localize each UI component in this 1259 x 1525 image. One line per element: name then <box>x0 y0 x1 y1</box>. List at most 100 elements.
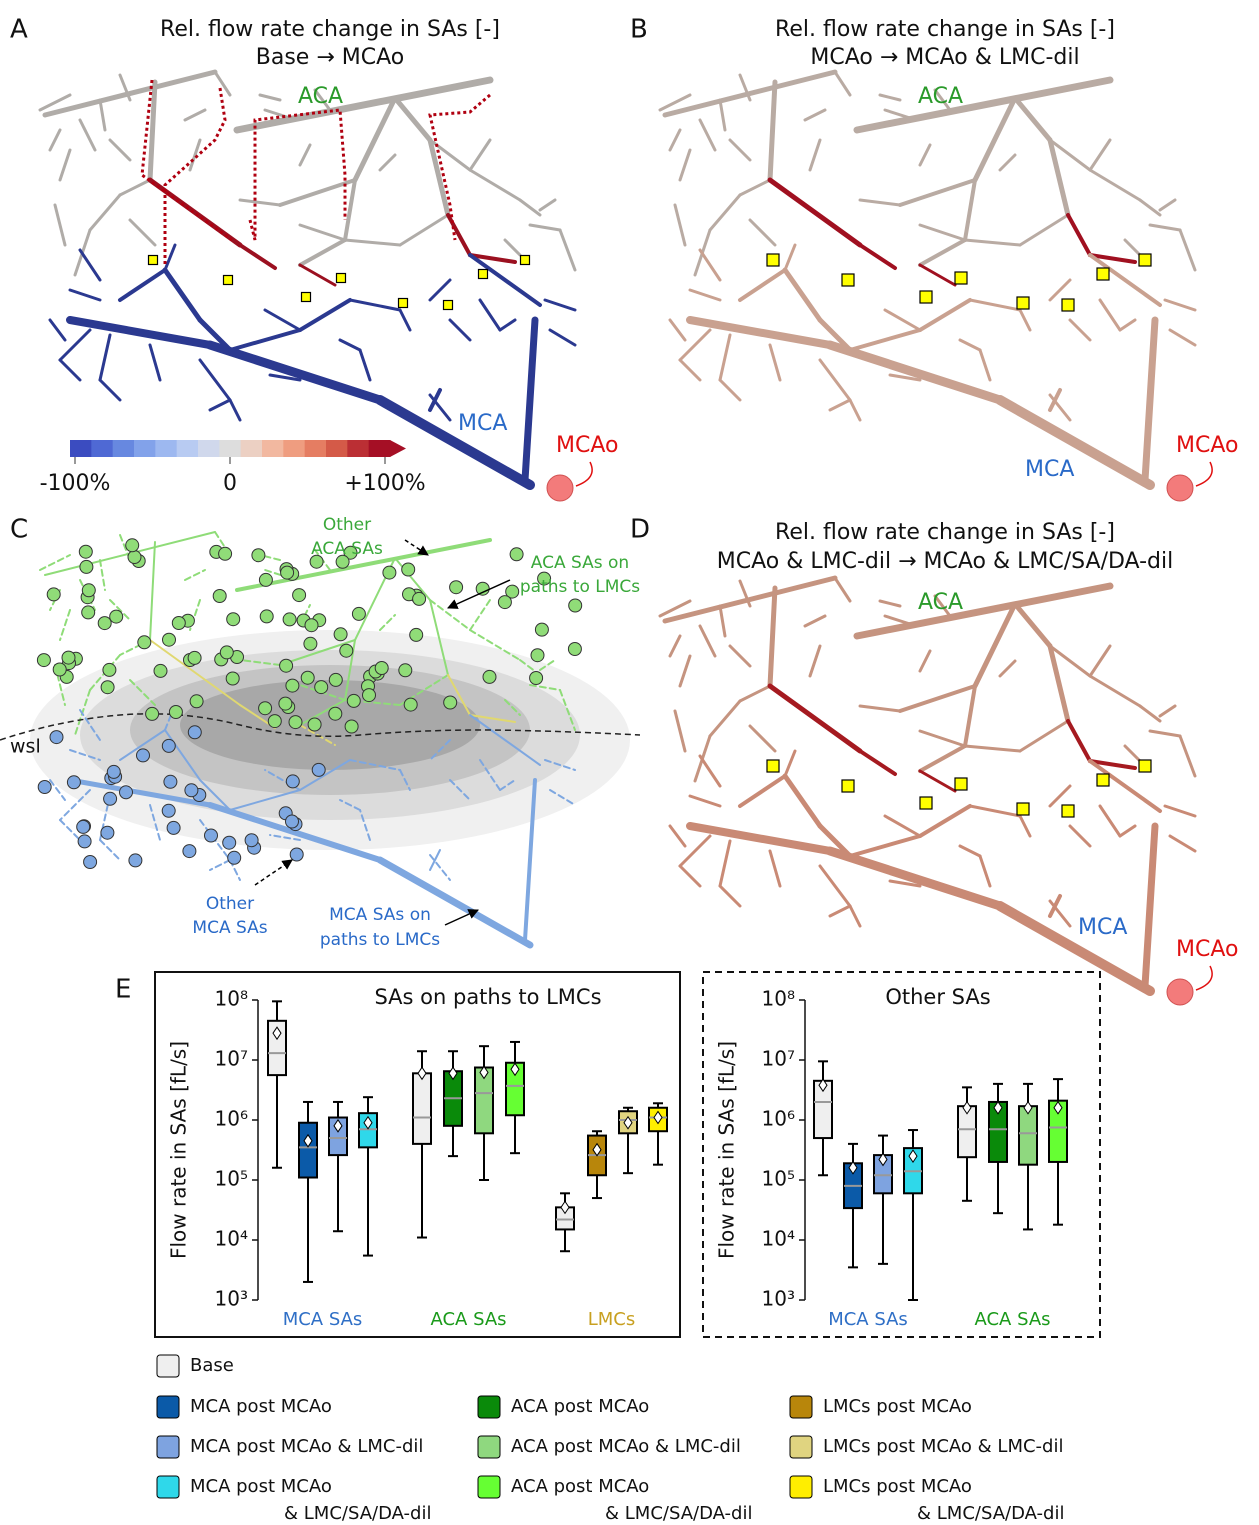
sa-node <box>77 820 90 833</box>
vessel <box>300 145 310 165</box>
vessel <box>830 400 850 410</box>
vessel <box>960 846 980 856</box>
vessel <box>965 746 1020 751</box>
mca-label: MCA <box>458 411 507 436</box>
sa-node <box>304 637 317 650</box>
vessel <box>670 320 685 340</box>
annotation: paths to LMCs <box>320 930 440 950</box>
sa-node <box>37 654 50 667</box>
panel-subtitle: Base → MCAo <box>256 45 404 70</box>
vessel <box>100 840 120 860</box>
vessel <box>240 200 280 205</box>
vessel <box>1180 736 1195 776</box>
vessel <box>920 651 930 671</box>
group-label: MCA SAs <box>828 1309 908 1330</box>
group-label: MCA SAs <box>283 1309 363 1330</box>
colorbar-swatch <box>305 440 327 457</box>
legend-label: & LMC/SA/DA-dil <box>284 1503 431 1521</box>
sa-node <box>126 539 139 552</box>
vessel <box>880 601 900 606</box>
lmc-marker <box>1017 297 1029 309</box>
legend-swatch <box>478 1476 500 1498</box>
group-label: LMCs <box>588 1309 636 1330</box>
sa-node <box>162 804 175 817</box>
vessel <box>860 245 895 268</box>
panel-letter: A <box>10 15 28 45</box>
vessel <box>150 542 155 640</box>
vessel <box>260 95 280 100</box>
colorbar-swatch <box>326 440 348 457</box>
wsl-label: wsl <box>10 736 41 758</box>
sa-node <box>260 610 273 623</box>
sa-node <box>137 749 150 762</box>
sa-node <box>535 623 548 636</box>
vessel <box>770 82 775 180</box>
annotation: ACA SAs <box>311 539 383 559</box>
vessel <box>720 886 740 906</box>
vessel <box>785 751 795 776</box>
vessel <box>345 240 400 245</box>
vessel <box>1000 661 1015 676</box>
vessel <box>100 560 105 590</box>
vessel <box>185 570 205 580</box>
lmc-marker <box>1097 268 1109 280</box>
vessel <box>700 250 720 280</box>
arrow <box>445 910 478 925</box>
vessel <box>665 72 835 115</box>
vessel <box>70 320 210 345</box>
sa-node <box>120 786 133 799</box>
sa-node <box>312 763 325 776</box>
vessel <box>920 771 955 791</box>
sa-node <box>183 845 196 858</box>
vessel <box>1050 280 1070 300</box>
y-tick-label: 10⁷ <box>215 1047 248 1071</box>
vessel <box>820 866 850 906</box>
panel-letter: B <box>630 15 648 45</box>
vessel <box>150 82 155 180</box>
lmc-marker <box>479 270 488 279</box>
sa-node <box>334 628 347 641</box>
vessel <box>1015 98 1050 140</box>
vessel <box>1020 721 1068 751</box>
legend-label: Base <box>190 1355 234 1376</box>
vessel <box>770 851 780 886</box>
mcao-label: MCAo <box>556 433 618 458</box>
sa-node <box>101 826 114 839</box>
vessel <box>1020 215 1068 245</box>
lmc-marker <box>920 797 932 809</box>
vessel <box>690 320 830 345</box>
figure: A Rel. flow rate change in SAs [-] Base … <box>0 0 1259 1521</box>
vessel <box>850 330 920 350</box>
vessel <box>1000 400 1150 485</box>
vessel <box>960 340 980 350</box>
sa-node <box>281 566 294 579</box>
legend-label: MCA post MCAo & LMC-dil <box>190 1436 423 1457</box>
vessel <box>1050 786 1070 806</box>
legend-label: & LMC/SA/DA-dil <box>917 1503 1064 1521</box>
vessel <box>730 646 750 666</box>
chart-frame <box>703 972 1100 1337</box>
legend-label: LMCs post MCAo & LMC-dil <box>823 1436 1063 1457</box>
y-tick-label: 10⁶ <box>215 1107 248 1131</box>
sa-node <box>220 646 233 659</box>
sa-node <box>568 643 581 656</box>
lmc-marker <box>1062 805 1074 817</box>
y-tick-label: 10⁴ <box>215 1227 248 1251</box>
arrow <box>1196 462 1212 486</box>
sa-node <box>172 617 185 630</box>
vessel <box>700 756 720 786</box>
legend-swatch <box>157 1355 179 1377</box>
vessel <box>360 350 370 380</box>
legend-swatch <box>790 1396 812 1418</box>
vessel <box>1160 706 1175 716</box>
vessel <box>805 110 825 120</box>
sa-node <box>286 775 299 788</box>
vessel <box>965 686 975 746</box>
vessel <box>340 340 360 350</box>
vessel <box>710 701 740 736</box>
vessel <box>430 280 450 300</box>
vessel <box>1100 806 1120 836</box>
sa-node <box>305 619 318 632</box>
panel-letter: E <box>115 975 131 1005</box>
sa-node <box>329 707 342 720</box>
